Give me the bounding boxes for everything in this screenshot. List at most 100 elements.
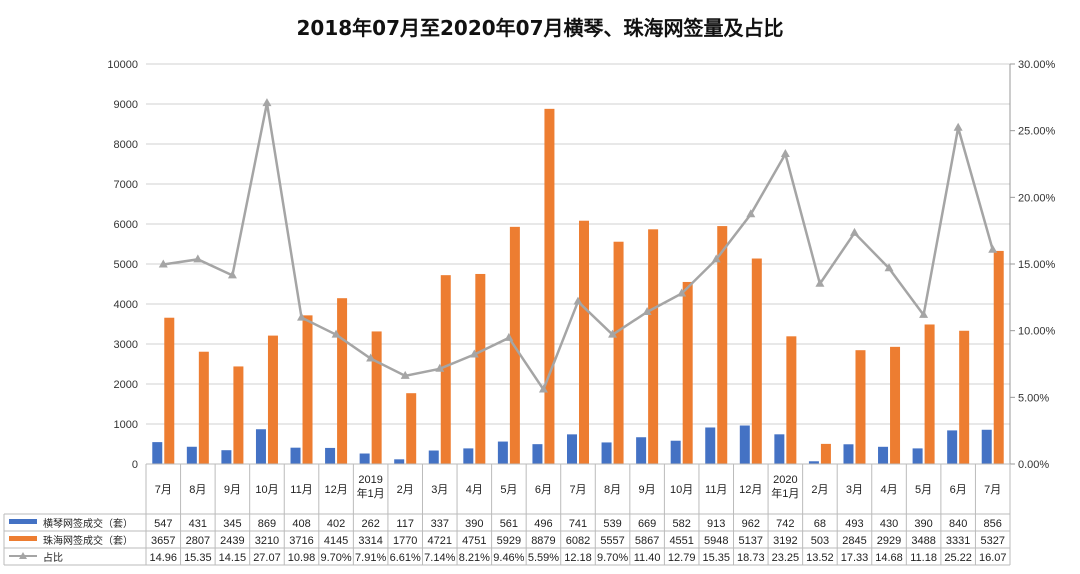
table-cell: 5557 [600,535,624,547]
bar-zhuhai [924,324,935,464]
table-cell: 337 [431,518,449,530]
ratio-marker [504,332,514,341]
bar-hengqin [670,440,681,464]
y-left-tick-label: 0 [132,459,138,471]
ratio-marker [538,384,548,393]
table-cell: 17.33 [841,552,869,564]
bar-zhuhai [682,281,693,464]
bar-hengqin [497,441,508,464]
table-cell: 5929 [497,535,521,547]
ratio-marker [953,122,963,131]
ratio-marker [193,254,203,263]
category-label: 11月 [290,484,312,496]
y-left-tick-label: 8000 [114,139,138,151]
legend-swatch [9,519,37,524]
table-cell: 742 [776,518,794,530]
ratio-marker [919,309,929,318]
ratio-marker [262,98,272,107]
bar-hengqin [981,429,992,464]
y-left-tick-label: 7000 [114,179,138,191]
table-cell: 503 [811,535,829,547]
bar-zhuhai [337,298,348,464]
category-label: 7月 [569,484,586,496]
table-cell: 25.22 [944,552,972,564]
table-cell: 15.35 [702,552,730,564]
category-label: 12月 [739,484,762,496]
y-right-tick-label: 30.00% [1018,59,1056,71]
table-cell: 3488 [911,535,935,547]
table-cell: 27.07 [253,552,281,564]
table-cell: 402 [327,518,345,530]
table-cell: 4751 [462,535,486,547]
legend-marker [19,552,27,559]
table-cell: 582 [673,518,691,530]
bar-zhuhai [855,350,866,464]
ratio-marker [746,209,756,218]
category-label: 3月 [431,484,448,496]
bar-hengqin [463,448,474,464]
bar-hengqin [359,453,370,464]
table-cell: 840 [949,518,967,530]
table-cell: 430 [880,518,898,530]
category-label: 2020 年1月 [771,474,799,500]
legend-label: 占比 [43,551,63,564]
category-label: 11月 [705,484,727,496]
table-cell: 262 [361,518,379,530]
y-left-tick-label: 2000 [114,379,138,391]
category-label: 6月 [950,484,967,496]
bar-hengqin [186,446,197,464]
category-label: 10月 [255,484,278,496]
table-cell: 4551 [669,535,693,547]
y-left-tick-label: 5000 [114,259,138,271]
bar-hengqin [428,450,439,464]
table-cell: 5137 [739,535,763,547]
bar-zhuhai [648,229,659,464]
bar-hengqin [878,446,889,464]
bar-hengqin [774,434,785,464]
bar-zhuhai [371,331,382,464]
ratio-marker [677,288,687,297]
bar-zhuhai [267,335,278,464]
table-cell: 5327 [980,535,1004,547]
category-label: 7月 [155,484,172,496]
category-label: 8月 [189,484,206,496]
table-cell: 547 [154,518,172,530]
table-cell: 3314 [358,535,382,547]
table-cell: 3210 [255,535,279,547]
legend-swatch [9,536,37,541]
ratio-marker [227,270,237,279]
ratio-marker [297,312,307,321]
y-right-tick-label: 15.00% [1018,259,1056,271]
ratio-marker [469,349,479,358]
y-left-tick-label: 10000 [107,59,138,71]
bar-hengqin [394,459,405,464]
bar-hengqin [601,442,612,464]
category-label: 6月 [535,484,552,496]
ratio-line [163,102,994,393]
bar-hengqin [636,437,647,464]
bar-zhuhai [406,393,417,464]
table-cell: 1770 [393,535,417,547]
table-cell: 6.61% [390,552,421,564]
category-label: 2月 [811,484,828,496]
category-label: 5月 [500,484,517,496]
bar-hengqin [808,461,819,464]
table-cell: 496 [534,518,552,530]
table-cell: 539 [603,518,621,530]
table-cell: 12.18 [564,552,592,564]
table-cell: 3657 [151,535,175,547]
table-cell: 856 [984,518,1002,530]
bar-hengqin [912,448,923,464]
category-label: 8月 [604,484,621,496]
table-cell: 12.79 [668,552,696,564]
ratio-marker [815,278,825,287]
table-cell: 16.07 [979,552,1007,564]
bar-hengqin [325,447,336,464]
category-label: 2019 年1月 [357,474,385,500]
y-right-tick-label: 10.00% [1018,326,1056,338]
category-label: 5月 [915,484,932,496]
ratio-marker [642,307,652,315]
bar-zhuhai [751,258,762,464]
bar-hengqin [843,444,854,464]
